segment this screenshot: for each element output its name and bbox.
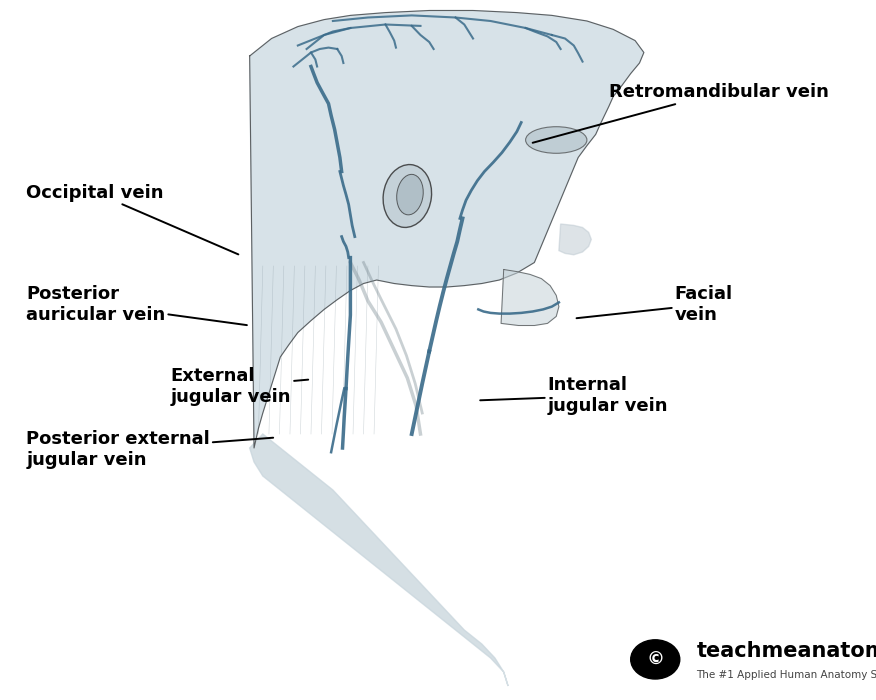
Ellipse shape [526, 127, 587, 153]
Ellipse shape [397, 174, 423, 215]
Polygon shape [250, 10, 644, 448]
Text: Facial
vein: Facial vein [576, 285, 732, 324]
Polygon shape [501, 270, 559, 326]
Text: teachmeanatomy: teachmeanatomy [696, 641, 876, 661]
Ellipse shape [383, 164, 432, 228]
Polygon shape [559, 224, 591, 255]
Text: External
jugular vein: External jugular vein [171, 367, 308, 406]
Text: The #1 Applied Human Anatomy Site on the Web.: The #1 Applied Human Anatomy Site on the… [696, 670, 876, 680]
Text: Posterior
auricular vein: Posterior auricular vein [26, 285, 247, 325]
Text: ©: © [646, 650, 664, 668]
Text: Posterior external
jugular vein: Posterior external jugular vein [26, 430, 273, 469]
Circle shape [631, 640, 680, 679]
Polygon shape [250, 434, 508, 686]
Text: Occipital vein: Occipital vein [26, 183, 238, 254]
Text: Retromandibular vein: Retromandibular vein [533, 83, 829, 143]
Text: Internal
jugular vein: Internal jugular vein [480, 376, 668, 415]
